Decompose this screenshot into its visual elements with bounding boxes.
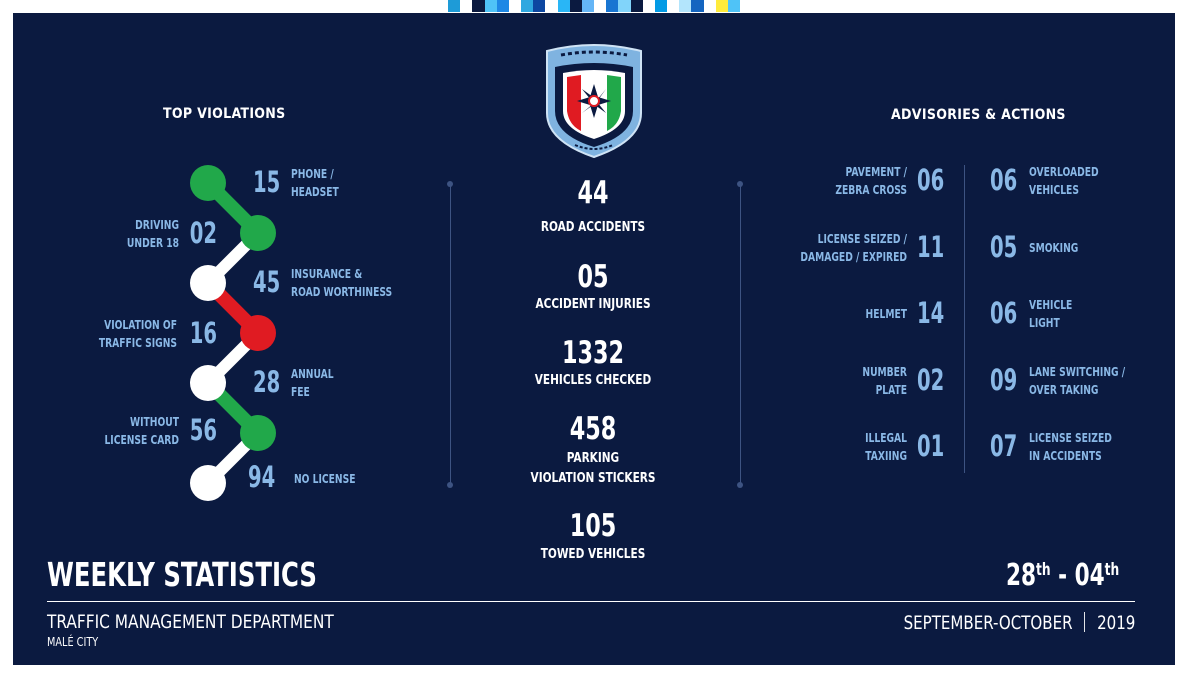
stripe-segment (691, 0, 704, 12)
advisory-count: 14 (917, 296, 945, 330)
stat-label: PARKING VIOLATION STICKERS (530, 451, 656, 486)
advisory-label: HELMET (865, 307, 907, 321)
advisory-label: NUMBER PLATE (862, 365, 907, 397)
period: SEPTEMBER-OCTOBER 2019 (903, 612, 1135, 634)
year: 2019 (1096, 612, 1135, 634)
months: SEPTEMBER-OCTOBER (903, 612, 1073, 634)
advisory-count: 06 (990, 296, 1018, 330)
stripe-segment (703, 0, 716, 12)
date-start: 28 (1006, 558, 1037, 593)
period-divider (1084, 612, 1085, 632)
advisory-label: VEHICLE LIGHT (1029, 298, 1073, 330)
violation-label: NO LICENSE (294, 472, 356, 486)
advisory-label: SMOKING (1029, 241, 1079, 255)
date-start-suffix: th (1036, 560, 1051, 580)
divider-dot (447, 482, 453, 488)
stat-label: VEHICLES CHECKED (534, 373, 652, 388)
top-violations-heading: TOP VIOLATIONS (163, 106, 286, 122)
stripe-segment (545, 0, 558, 12)
stripe-segment (460, 0, 473, 12)
violation-label: DRIVING UNDER 18 (126, 218, 179, 250)
stat-value: 458 (569, 411, 617, 447)
advisory-label: OVERLOADED VEHICLES (1029, 165, 1099, 197)
stat-value: 05 (577, 259, 609, 295)
advisory-count: 05 (990, 230, 1018, 264)
divider-line (450, 185, 451, 485)
stripe-segment (581, 0, 595, 12)
stripe-segment (496, 0, 509, 12)
divider-dot (737, 181, 743, 187)
stripe-segment (472, 0, 485, 12)
violation-label: INSURANCE & ROAD WORTHINESS (291, 267, 393, 299)
advisory-label: LICENSE SEIZED / DAMAGED / EXPIRED (800, 232, 907, 264)
date-end: 04 (1074, 558, 1105, 593)
violation-count: 02 (189, 216, 217, 250)
violation-count: 28 (253, 365, 281, 399)
stripe-segment (630, 0, 643, 12)
stat-label: TOWED VEHICLES (540, 547, 646, 562)
weekly-statistics-title: WEEKLY STATISTICS (47, 555, 317, 594)
stripe-segment (606, 0, 619, 12)
city-name: MALÉ CITY (47, 635, 99, 649)
advisory-count: 11 (917, 230, 945, 264)
advisory-count: 02 (917, 363, 945, 397)
stripe-segment (618, 0, 631, 12)
advisory-count: 06 (917, 163, 945, 197)
advisory-count: 06 (990, 163, 1018, 197)
divider-dot (447, 181, 453, 187)
advisory-label: LICENSE SEIZED IN ACCIDENTS (1029, 431, 1112, 463)
stripe-segment (521, 0, 534, 12)
stat-value: 44 (577, 175, 609, 211)
date-end-suffix: th (1104, 560, 1120, 580)
stripe-segment (727, 0, 741, 12)
stripe-segment (679, 0, 692, 12)
stripe-segment (642, 0, 655, 12)
stat-value: 1332 (561, 335, 625, 371)
violation-label: ANNUAL FEE (291, 367, 334, 399)
violation-label: VIOLATION OF TRAFFIC SIGNS (98, 318, 177, 350)
violation-label: WITHOUT LICENSE CARD (104, 415, 179, 447)
divider-line (740, 185, 741, 485)
stripe-segment (715, 0, 728, 12)
stripe-segment (533, 0, 546, 12)
police-emblem-icon (546, 44, 642, 159)
department-name: TRAFFIC MANAGEMENT DEPARTMENT (47, 611, 334, 633)
violations-chain-graphic (190, 165, 276, 501)
advisory-label: ILLEGAL TAXIING (865, 431, 907, 463)
stripe-segment (569, 0, 582, 12)
stat-value: 105 (569, 508, 617, 544)
advisory-count: 09 (990, 363, 1018, 397)
advisories-divider (964, 165, 965, 473)
stat-label: ROAD ACCIDENTS (540, 220, 646, 235)
date-separator: - (1058, 558, 1068, 593)
date-range: 28th - 04th (1006, 558, 1119, 593)
advisories-heading: ADVISORIES & ACTIONS (891, 107, 1066, 123)
violation-label: PHONE / HEADSET (291, 167, 339, 199)
footer-rule (47, 601, 1135, 602)
stat-label: ACCIDENT INJURIES (535, 297, 651, 312)
stripe-segment (448, 0, 461, 12)
infographic-panel: TOP VIOLATIONS 15 PHONE / HEADSET 45 INSU… (13, 13, 1175, 665)
divider-dot (737, 482, 743, 488)
stripe-segment (484, 0, 497, 12)
advisory-count: 01 (917, 429, 945, 463)
stripe-segment (594, 0, 607, 12)
advisory-label: LANE SWITCHING / OVER TAKING (1029, 365, 1126, 397)
violation-count: 56 (189, 413, 217, 447)
violation-count: 45 (253, 265, 281, 299)
advisory-count: 07 (990, 429, 1018, 463)
violation-count: 16 (189, 316, 217, 350)
stripe-segment (667, 0, 680, 12)
stripe-segment (508, 0, 522, 12)
stripe-segment (557, 0, 570, 12)
violation-count: 15 (253, 165, 281, 199)
violation-count: 94 (248, 460, 276, 494)
advisory-label: PAVEMENT / ZEBRA CROSS (835, 165, 907, 197)
stripe-segment (654, 0, 668, 12)
header-stripe (448, 0, 741, 12)
